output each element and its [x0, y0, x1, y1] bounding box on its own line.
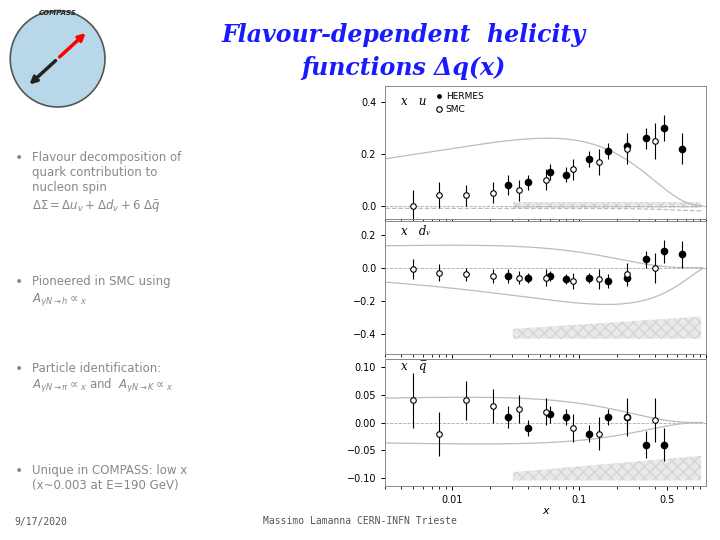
Circle shape: [10, 10, 105, 107]
Legend: HERMES, SMC: HERMES, SMC: [431, 88, 487, 118]
Text: functions Δq(x): functions Δq(x): [301, 56, 505, 79]
Text: Flavour decomposition of
quark contribution to
nucleon spin
$\Delta\Sigma = \Del: Flavour decomposition of quark contribut…: [32, 151, 181, 214]
Text: •: •: [14, 151, 22, 165]
Text: x   u: x u: [401, 94, 426, 107]
Text: •: •: [14, 464, 22, 478]
Text: 9/17/2020: 9/17/2020: [14, 516, 67, 526]
Text: Massimo Lamanna CERN-INFN Trieste: Massimo Lamanna CERN-INFN Trieste: [263, 516, 457, 526]
Text: •: •: [14, 362, 22, 376]
Text: Particle identification:
$A_{\gamma N\to\pi}\propto_x$ and  $A_{\gamma N\to K}\p: Particle identification: $A_{\gamma N\to…: [32, 362, 174, 395]
Text: x   q̅: x q̅: [401, 360, 426, 373]
Text: •: •: [14, 275, 22, 289]
Text: x   dᵥ: x dᵥ: [401, 225, 431, 238]
Text: COMPASS: COMPASS: [39, 10, 76, 16]
Text: Flavour-dependent  helicity: Flavour-dependent helicity: [221, 23, 585, 47]
Text: Unique in COMPASS: low x
(x~0.003 at E=190 GeV): Unique in COMPASS: low x (x~0.003 at E=1…: [32, 464, 188, 492]
Text: Pioneered in SMC using
$A_{\gamma N\to h}\propto_x$: Pioneered in SMC using $A_{\gamma N\to h…: [32, 275, 171, 308]
X-axis label: x: x: [542, 507, 549, 516]
